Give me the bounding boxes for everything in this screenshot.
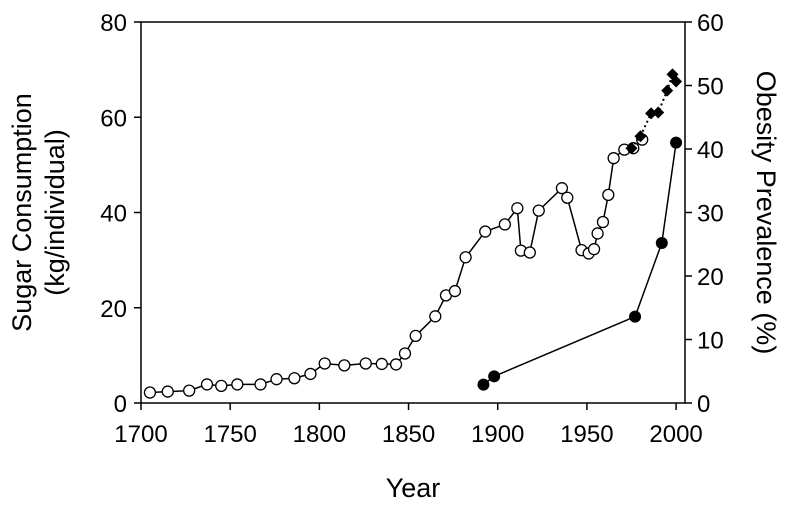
x-tick-label-1900: 1900 [471,421,524,448]
x-tick-label-1950: 1950 [560,421,613,448]
series-2 [625,68,683,155]
series-1-point-1956 [591,227,604,240]
series-2-point-1990 [652,106,665,119]
series-1-point-1814 [338,359,351,372]
series-1-point-1745 [215,379,228,393]
y-right-tick-label-10: 10 [697,328,724,355]
series-3-point-1898 [488,370,501,383]
series-1-point-1936 [555,182,569,195]
y-left-tick-label-40: 40 [100,201,127,228]
series-1-point-1727 [183,384,196,397]
y-right-tick-label-40: 40 [697,137,724,164]
series-1-point-1843 [389,358,403,371]
y-right-tick-label-30: 30 [697,201,724,228]
series-1-point-1939 [561,191,574,204]
y-right-tick-label-50: 50 [697,74,724,101]
series-2-point-2000 [670,75,683,88]
y-right-axis-title: Obesity Prevalence (%) [751,71,781,355]
series-2-point-1995 [661,84,674,97]
series-2-point-1980 [634,130,647,143]
y-left-axis-title-line-1: Sugar Consumption [7,93,37,332]
series-1-point-1848 [398,347,412,360]
series-1-point-1865 [429,310,442,323]
series-1-point-1923 [532,204,545,217]
y-left-tick-label-0: 0 [114,391,127,418]
x-tick-label-1750: 1750 [203,421,256,448]
series-1-point-1786 [288,372,301,385]
series-1 [143,133,649,399]
series-1-point-1767 [254,378,267,391]
series-1-point-1965 [607,152,620,165]
series-1-point-1737 [200,378,214,391]
y-right-tick-label-20: 20 [697,264,724,291]
series-1-point-1876 [448,284,462,298]
y-left-tick-label-20: 20 [100,296,127,323]
x-tick-label-2000: 2000 [649,421,702,448]
series-3-point-2000 [670,136,683,149]
y-left-tick-label-80: 80 [100,10,127,37]
axes [140,21,686,404]
series-1-point-1826 [359,357,372,370]
series-2-point-1975 [625,142,638,155]
y-left-tick-label-60: 60 [100,105,127,132]
plot-frame [140,21,686,404]
series-1-point-1918 [523,246,536,259]
series-1-point-1803 [318,357,331,370]
series-1-point-1835 [375,357,388,371]
tick-labels: 1700 1750 1800 1850 1900 1950 2000 0 20 40 60 80 0 10… [100,10,723,448]
series-3-line [483,142,677,386]
ticks [134,21,692,410]
series-1-point-1904 [498,218,512,231]
x-axis-title: Year [386,473,441,503]
series-1-point-1795 [304,367,317,381]
series-3-point-1992 [655,236,668,249]
y-right-tick-label-0: 0 [697,391,710,418]
series-3 [477,136,683,391]
x-tick-label-1700: 1700 [114,421,167,448]
series-1-point-1893 [479,225,492,238]
series-1-point-1959 [596,215,610,229]
series-1-point-1882 [459,251,472,264]
series-3-point-1977 [629,310,642,323]
series-1-point-1911 [511,202,524,215]
series-1-point-1954 [587,243,601,256]
series-3-point-1892 [477,378,490,391]
series-layer [143,68,683,399]
series-1-point-1715 [161,385,174,398]
series-1-point-1962 [602,188,615,202]
series-1-point-1754 [231,378,244,391]
series-1-point-1776 [270,373,283,386]
series-1-point-1705 [143,386,157,399]
series-1-line [149,139,643,394]
y-right-tick-label-60: 60 [697,10,724,37]
y-left-axis-title-line-2: (kg/individual) [40,129,70,296]
series-1-point-1854 [409,329,422,342]
series-2-point-1986 [645,107,658,120]
x-tick-label-1800: 1800 [293,421,346,448]
x-tick-label-1850: 1850 [382,421,435,448]
